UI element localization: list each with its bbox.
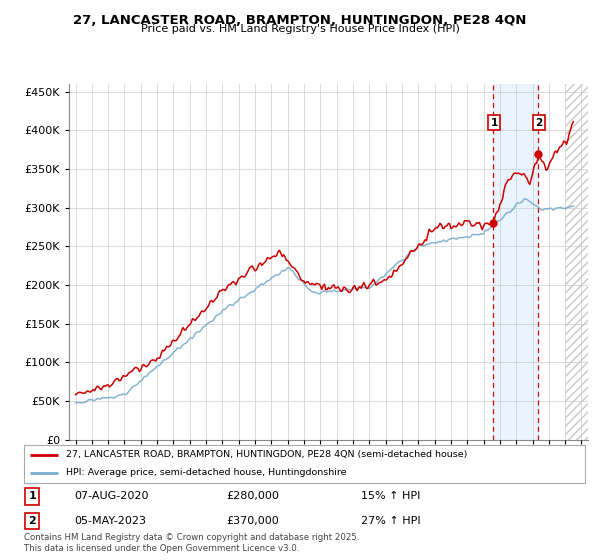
Bar [493,84,538,440]
Text: £280,000: £280,000 [226,492,279,501]
Text: Price paid vs. HM Land Registry's House Price Index (HPI): Price paid vs. HM Land Registry's House … [140,24,460,34]
Text: 07-AUG-2020: 07-AUG-2020 [74,492,149,501]
Text: 2: 2 [535,118,542,128]
Text: 05-MAY-2023: 05-MAY-2023 [74,516,146,526]
Text: £370,000: £370,000 [226,516,279,526]
Text: 2: 2 [29,516,36,526]
Text: 27% ↑ HPI: 27% ↑ HPI [361,516,420,526]
Text: 27, LANCASTER ROAD, BRAMPTON, HUNTINGDON, PE28 4QN (semi-detached house): 27, LANCASTER ROAD, BRAMPTON, HUNTINGDON… [66,450,467,459]
Text: 27, LANCASTER ROAD, BRAMPTON, HUNTINGDON, PE28 4QN: 27, LANCASTER ROAD, BRAMPTON, HUNTINGDON… [73,14,527,27]
Text: 1: 1 [491,118,498,128]
Text: 1: 1 [29,492,36,501]
Bar [565,84,588,440]
Text: Contains HM Land Registry data © Crown copyright and database right 2025.
This d: Contains HM Land Registry data © Crown c… [24,533,359,553]
Text: HPI: Average price, semi-detached house, Huntingdonshire: HPI: Average price, semi-detached house,… [66,468,347,477]
Text: 15% ↑ HPI: 15% ↑ HPI [361,492,420,501]
